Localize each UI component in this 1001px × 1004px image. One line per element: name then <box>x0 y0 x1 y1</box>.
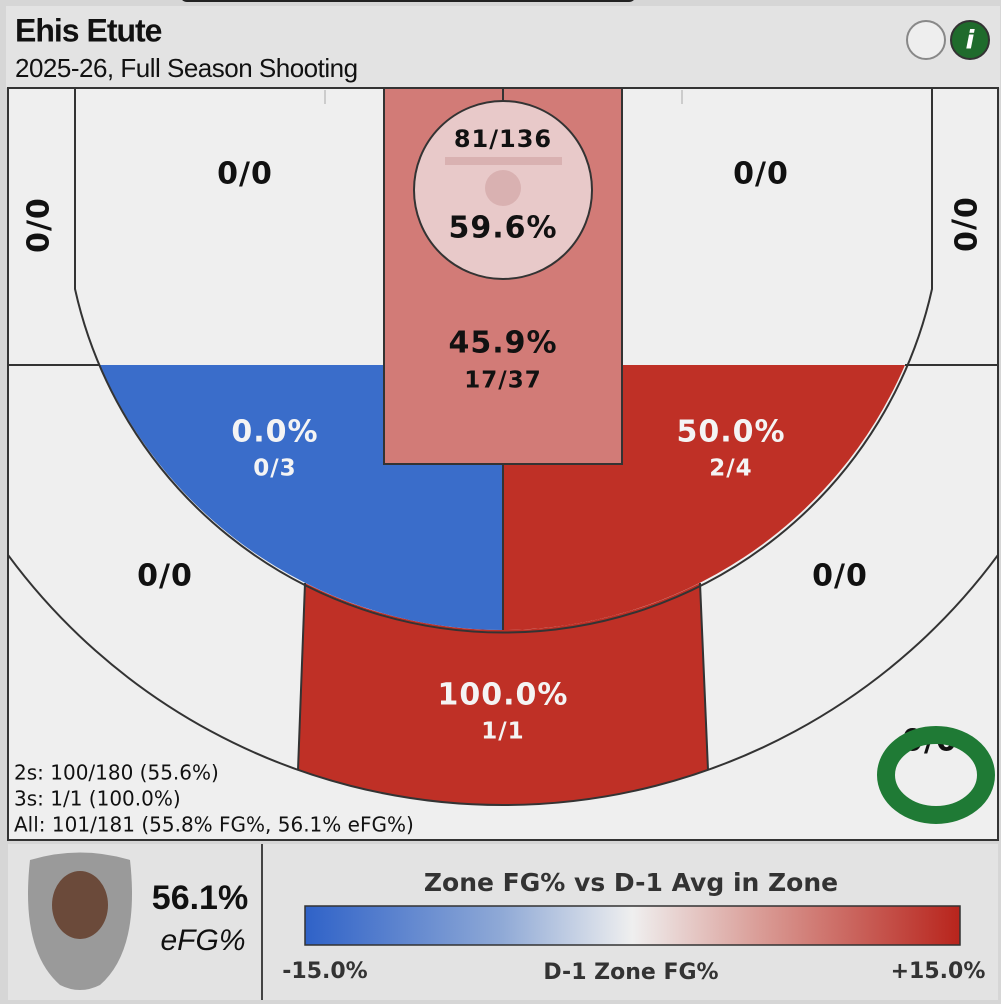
three-point-line <box>8 554 998 807</box>
info-button[interactable] <box>950 20 990 60</box>
zone-left-mid <box>100 365 503 630</box>
zone-made: 0/0 <box>22 197 57 253</box>
summary-line: 2s: 100/180 (55.6%) <box>14 761 219 785</box>
legend-min: -15.0% <box>282 959 367 984</box>
color-scale <box>304 905 961 946</box>
zone-pct: 59.6% <box>448 211 557 246</box>
legend-center: D-1 Zone FG% <box>543 960 718 985</box>
toggle-button[interactable] <box>906 20 946 60</box>
subtitle: 2025-26, Full Season Shooting <box>15 53 358 83</box>
summary-line: All: 101/181 (55.8% FG%, 56.1% eFG%) <box>14 813 414 837</box>
zone-made: 1/1 <box>481 719 524 745</box>
zone-made: 0/0 <box>947 197 982 253</box>
zone-made: 0/0 <box>812 559 868 594</box>
info-icon[interactable]: i <box>966 26 976 56</box>
zone-right-mid <box>503 365 905 630</box>
court-border <box>7 87 999 841</box>
zone-made: 0/3 <box>253 456 296 482</box>
zone-made: 81/136 <box>454 125 552 153</box>
zone-pct: 0.0% <box>231 415 318 450</box>
zone-pct: 45.9% <box>448 326 557 361</box>
efg-value: 56.1% <box>152 879 248 917</box>
zone-top-mid <box>298 583 708 806</box>
legend-max: +15.0% <box>891 959 986 984</box>
team-logo <box>877 726 995 824</box>
court-line <box>74 88 933 634</box>
backboard <box>445 157 562 165</box>
zone-made: 0/0 <box>137 559 193 594</box>
summary-line: 3s: 1/1 (100.0%) <box>14 787 181 811</box>
header <box>6 6 1000 88</box>
player-photo-face <box>52 871 108 939</box>
zone-made: 0/0 <box>217 157 273 192</box>
top-bar <box>182 0 634 2</box>
legend-title: Zone FG% vs D-1 Avg in Zone <box>424 868 838 897</box>
zone-made: 0/0 <box>733 157 789 192</box>
efg-label: eFG% <box>160 924 245 957</box>
zone-pct: 50.0% <box>676 415 785 450</box>
zone-pct: 100.0% <box>438 678 569 713</box>
zone-made: 17/37 <box>464 368 541 394</box>
court: 81/136 59.6% 45.9% 17/37 0.0% 0/3 50.0% … <box>8 88 998 840</box>
player-name: Ehis Etute <box>15 12 162 48</box>
lane <box>383 88 623 465</box>
zone-made: 2/4 <box>709 456 752 482</box>
court-tick <box>324 90 683 104</box>
hoop <box>485 170 521 206</box>
court-line <box>297 88 709 771</box>
